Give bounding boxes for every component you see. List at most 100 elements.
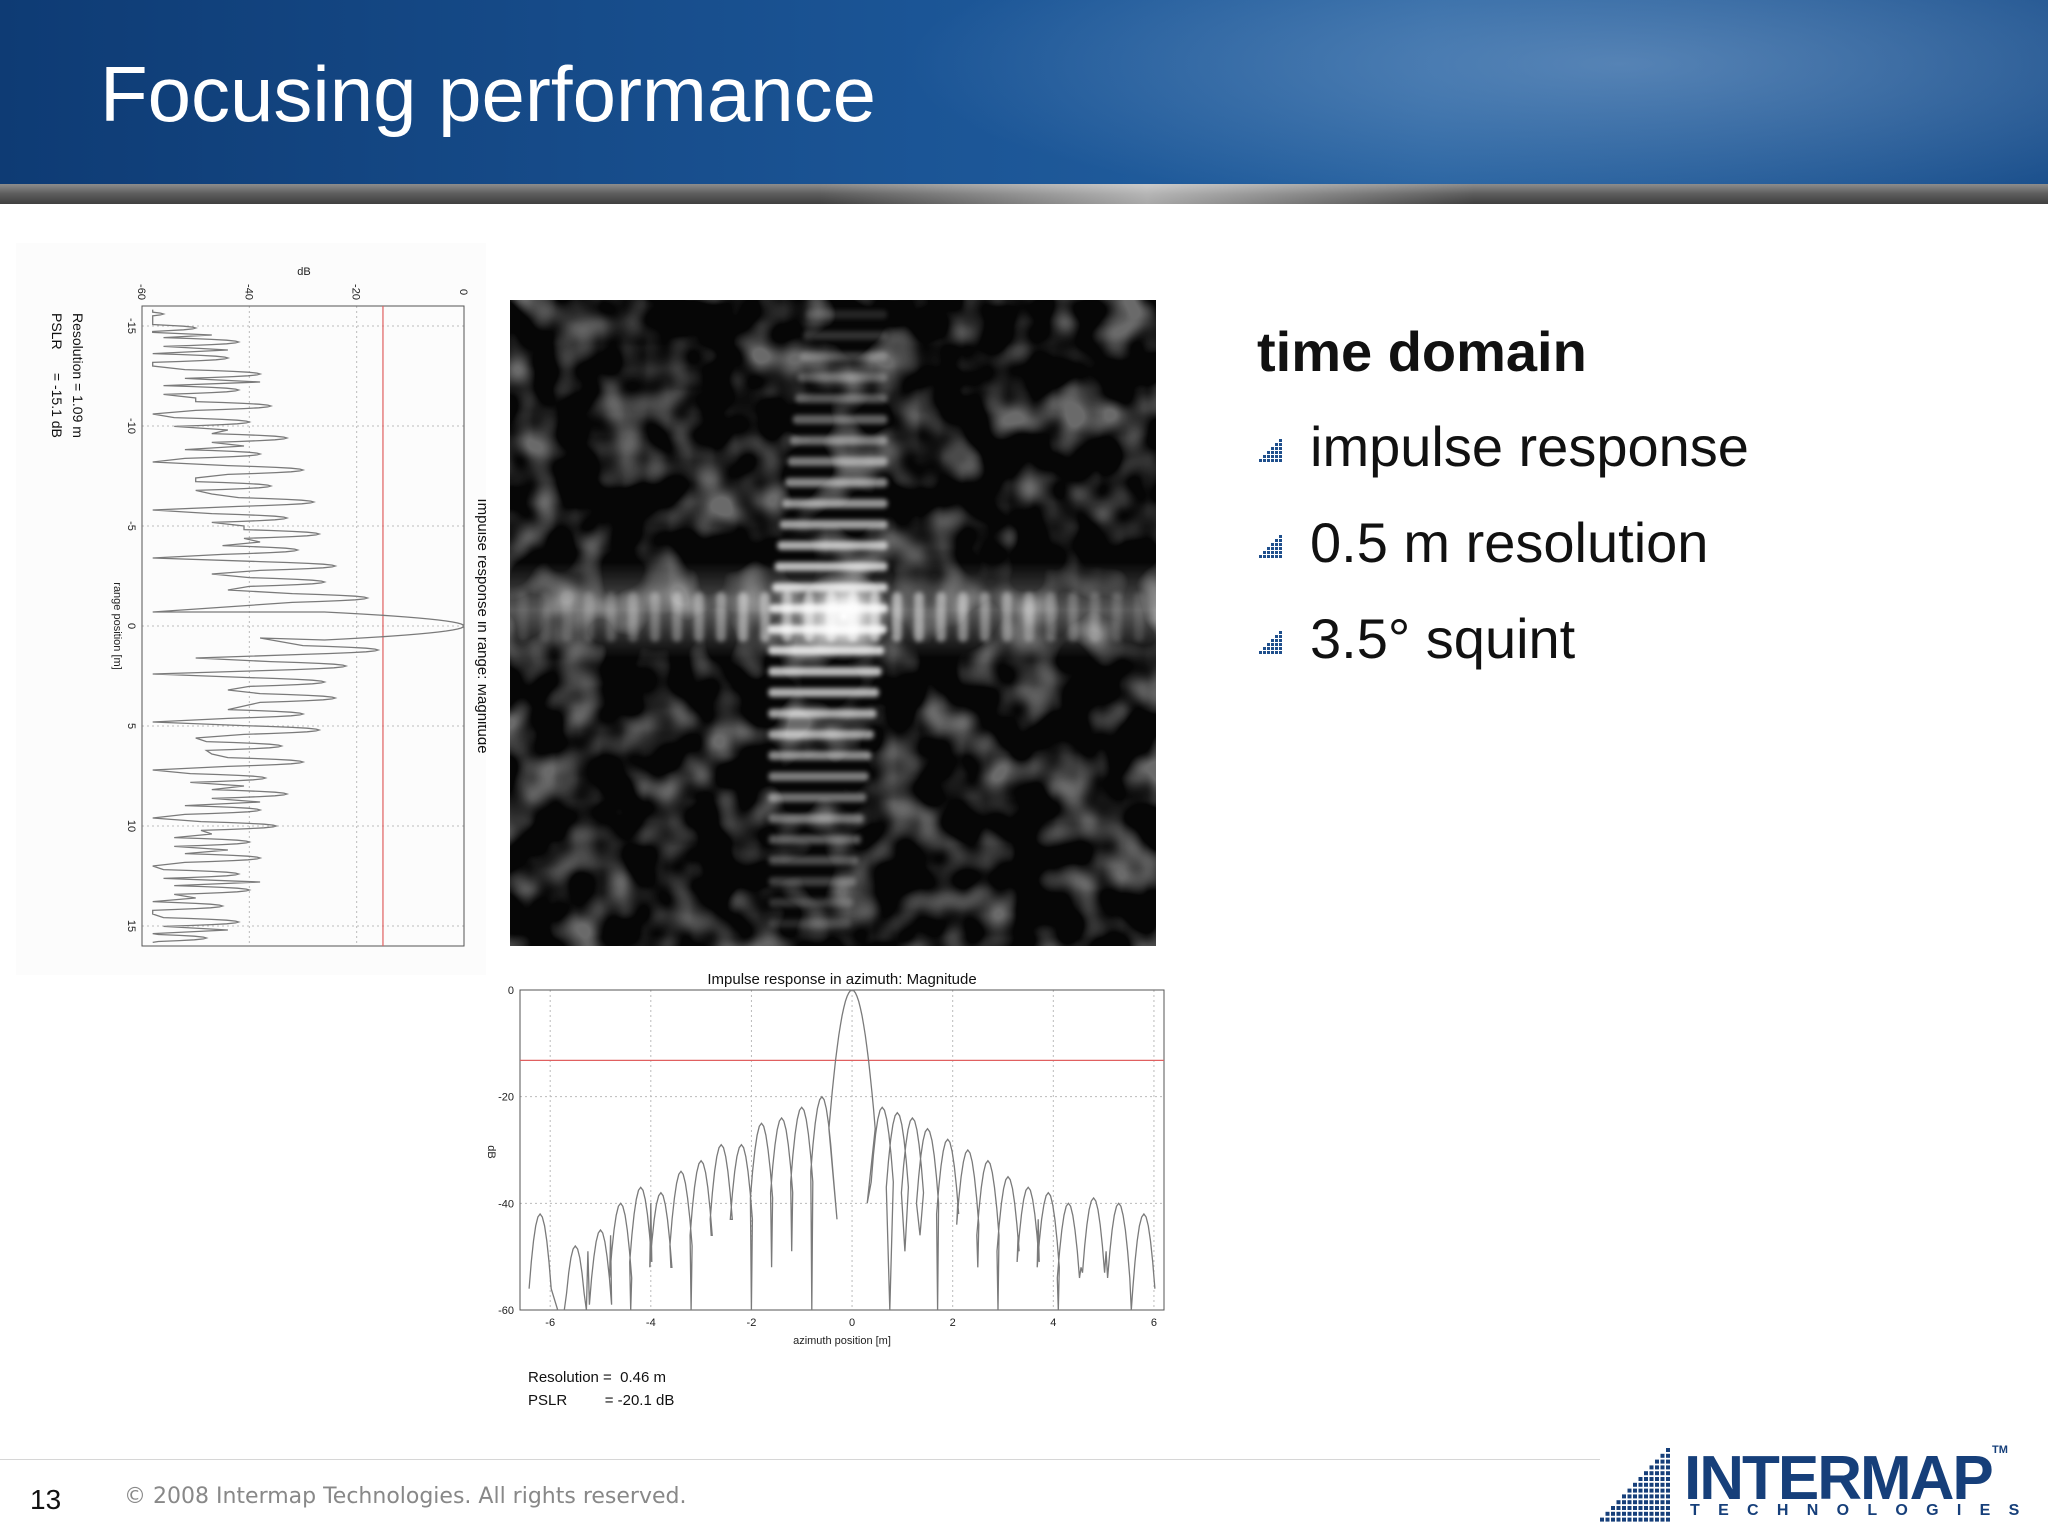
range-x-tick-label: 10 — [125, 820, 137, 832]
azimuth-chart-title: Impulse response in azimuth: Magnitude — [707, 971, 976, 988]
range-chart-title: Impulse response in range: Magnitude — [474, 498, 486, 753]
sidelobe-stripe — [779, 520, 888, 529]
slide-title: Focusing performance — [100, 50, 877, 138]
azimuth-y-tick-label: -40 — [498, 1198, 514, 1210]
range-x-tick-label: 5 — [125, 723, 137, 729]
azimuth-x-tick-label: 4 — [1050, 1317, 1056, 1329]
range-x-tick-label: -15 — [125, 318, 137, 334]
bullet-list: time domain impulse response 0.5 m resol… — [1257, 312, 1957, 695]
azimuth-x-tick-label: 0 — [849, 1317, 855, 1329]
sidelobe-stripe — [774, 562, 888, 571]
range-chart-ylabel: dB — [297, 266, 310, 278]
azimuth-stripe — [584, 592, 594, 642]
azimuth-stripe — [540, 592, 550, 642]
peak-response — [798, 570, 890, 662]
azimuth-impulse-chart: -6 -4 -2 0 2 4 60-20-40-60 Impulse response in… — [485, 971, 1165, 1347]
azimuth-stripe — [958, 592, 968, 642]
azimuth-y-tick-label: -60 — [498, 1305, 514, 1317]
sidelobe-stripe — [802, 331, 888, 340]
sidelobe-stripe — [792, 415, 888, 424]
sidelobe-stripe — [768, 772, 869, 781]
bullet-item: 3.5° squint — [1257, 599, 1957, 695]
azimuth-x-tick-label: -2 — [747, 1317, 757, 1329]
azimuth-x-tick-label: -6 — [545, 1317, 555, 1329]
sidelobe-stripe — [768, 835, 862, 844]
azimuth-stripe — [892, 592, 902, 642]
sidelobe-stripe — [800, 352, 888, 361]
sidelobe-stripe — [768, 877, 857, 886]
azimuth-stripe — [694, 592, 704, 642]
bullet-item-label: impulse response — [1310, 415, 1749, 478]
range-x-tick-label: -10 — [125, 418, 137, 434]
azimuth-impulse-curve — [528, 989, 1156, 1311]
azimuth-chart-xlabel: azimuth position [m] — [793, 1335, 891, 1347]
azimuth-stripe — [650, 592, 660, 642]
azimuth-stripe — [1024, 592, 1034, 642]
range-x-tick-label: 15 — [125, 920, 137, 932]
azimuth-stripe — [760, 592, 770, 642]
azimuth-y-tick-label: -20 — [498, 1092, 514, 1104]
azimuth-stripe — [672, 592, 682, 642]
azimuth-chart-ylabel: dB — [485, 1145, 497, 1158]
azimuth-x-tick-label: 6 — [1151, 1317, 1157, 1329]
page-number: 13 — [30, 1484, 62, 1515]
azimuth-stripe — [606, 592, 616, 642]
sidelobe-stripe — [768, 814, 864, 823]
azimuth-y-tick-label: 0 — [508, 985, 514, 997]
azimuth-stripe — [738, 592, 748, 642]
copyright-notice: © 2008 Intermap Technologies. All rights… — [124, 1484, 687, 1509]
logo-subtitle: TECHNOLOGIES — [1690, 1502, 2038, 1519]
azimuth-stripe — [1090, 592, 1100, 642]
sidelobe-stripe — [768, 709, 877, 718]
azimuth-stripe — [1068, 592, 1078, 642]
logo-trademark: TM — [1992, 1444, 2008, 1456]
sidelobe-stripe — [768, 919, 851, 928]
azimuth-stripe — [716, 592, 726, 642]
range-y-tick-label: 0 — [457, 289, 469, 295]
range-resolution-stat: Resolution = 1.09 m — [70, 313, 86, 438]
azimuth-stripe — [1134, 592, 1144, 642]
bullet-triangle-icon — [1259, 631, 1282, 654]
bullet-item: impulse response — [1257, 407, 1957, 503]
azimuth-stripe — [914, 592, 924, 642]
footer-divider — [0, 1459, 1600, 1460]
sidelobe-stripe — [768, 793, 867, 802]
sidelobe-stripe — [768, 898, 854, 907]
azimuth-x-tick-label: 2 — [950, 1317, 956, 1329]
sidelobe-stripe — [784, 478, 888, 487]
sidelobe-stripe — [768, 751, 872, 760]
logo-wordmark: INTERMAP — [1684, 1444, 1994, 1513]
bullet-triangle-icon — [1259, 535, 1282, 558]
sidelobe-stripe — [768, 856, 859, 865]
logo-pyramid-icon — [1600, 1448, 1670, 1522]
azimuth-stripe — [980, 592, 990, 642]
azimuth-chart-grid — [520, 989, 1164, 1311]
bullet-item-label: 0.5 m resolution — [1310, 511, 1709, 574]
header-divider-bar — [0, 184, 2048, 204]
azimuth-chart-frame — [519, 989, 1165, 1311]
azimuth-x-tick-label: -4 — [646, 1317, 656, 1329]
range-chart-background — [16, 243, 486, 975]
range-x-tick-label: -5 — [125, 521, 137, 531]
azimuth-stripe — [1002, 592, 1012, 642]
azimuth-stats: Resolution = 0.46 m PSLR = -20.1 dB — [528, 1366, 674, 1412]
azimuth-stripe — [562, 592, 572, 642]
header-texture — [900, 0, 2048, 184]
sidelobe-stripe — [768, 688, 880, 697]
bullet-item: 0.5 m resolution — [1257, 503, 1957, 599]
azimuth-resolution-stat: Resolution = 0.46 m — [528, 1369, 666, 1386]
azimuth-pslr-stat: PSLR = -20.1 dB — [528, 1392, 675, 1409]
sidelobe-stripe — [787, 457, 888, 466]
sidelobe-stripe — [782, 499, 888, 508]
azimuth-stripe — [936, 592, 946, 642]
slide-header: Focusing performance — [0, 0, 2048, 184]
sidelobe-stripe — [790, 436, 888, 445]
range-chart-xlabel: range position [m] — [111, 582, 123, 669]
sidelobe-stripe — [797, 373, 888, 382]
bullet-item-label: 3.5° squint — [1310, 607, 1576, 670]
sidelobe-stripe — [768, 667, 882, 676]
range-y-tick-label: -60 — [135, 284, 147, 300]
impulse-response-image — [510, 300, 1156, 946]
azimuth-stripe — [628, 592, 638, 642]
sidelobe-stripe — [768, 730, 875, 739]
